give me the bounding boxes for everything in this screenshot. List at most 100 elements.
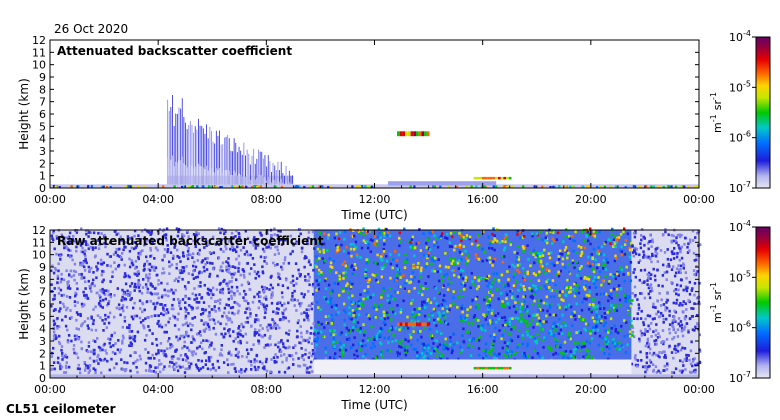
- noise-cell: [453, 230, 456, 234]
- noise-cell: [225, 314, 228, 318]
- noise-cell: [162, 368, 165, 371]
- noise-cell: [639, 246, 643, 250]
- noise-cell: [500, 302, 503, 306]
- noise-cell: [121, 339, 124, 343]
- noise-cell: [421, 307, 424, 310]
- noise-cell: [679, 268, 682, 271]
- noise-cell: [228, 334, 232, 338]
- noise-cell: [683, 325, 687, 328]
- noise-cell: [204, 262, 207, 266]
- noise-cell: [402, 299, 405, 303]
- noise-cell: [419, 284, 423, 288]
- cloud-cell: [426, 131, 430, 137]
- noise-cell: [389, 318, 393, 321]
- surface-cell: [609, 185, 612, 188]
- noise-cell: [345, 245, 348, 249]
- noise-cell: [359, 298, 362, 302]
- noise-cell: [588, 286, 591, 289]
- noise-cell: [58, 325, 61, 328]
- noise-cell: [182, 268, 186, 272]
- noise-cell: [676, 344, 680, 348]
- noise-cell: [379, 353, 383, 356]
- noise-cell: [242, 296, 245, 299]
- noise-cell: [201, 366, 205, 369]
- noise-cell: [615, 347, 618, 351]
- noise-cell: [71, 238, 74, 241]
- noise-cell: [148, 262, 152, 266]
- noise-cell: [398, 231, 401, 235]
- noise-cell: [171, 365, 175, 369]
- surface-cell: [142, 185, 145, 188]
- noise-cell: [256, 270, 260, 274]
- noise-cell: [651, 238, 654, 242]
- noise-cell: [672, 301, 675, 305]
- noise-cell: [284, 316, 287, 320]
- noise-cell: [295, 309, 298, 312]
- colorbar: [755, 226, 771, 379]
- noise-cell: [402, 326, 405, 330]
- noise-cell: [187, 312, 190, 315]
- noise-cell: [677, 293, 680, 297]
- noise-cell: [401, 344, 405, 348]
- noise-cell: [212, 366, 215, 370]
- noise-cell: [136, 330, 140, 334]
- noise-cell: [396, 273, 399, 277]
- noise-cell: [339, 333, 342, 336]
- noise-cell: [194, 293, 198, 297]
- noise-cell: [620, 268, 624, 272]
- noise-cell: [307, 318, 310, 322]
- noise-cell: [526, 305, 529, 308]
- noise-cell: [103, 293, 107, 296]
- noise-cell: [668, 344, 671, 348]
- noise-cell: [175, 365, 178, 369]
- noise-cell: [145, 275, 148, 279]
- noise-cell: [515, 260, 518, 263]
- noise-cell: [164, 304, 167, 307]
- noise-cell: [238, 238, 242, 242]
- noise-cell: [556, 231, 560, 235]
- noise-cell: [300, 250, 304, 254]
- noise-cell: [92, 308, 95, 311]
- colorbar-tick-exponent: -7: [743, 370, 751, 379]
- noise-cell: [629, 279, 633, 283]
- noise-cell: [665, 368, 669, 371]
- noise-cell: [214, 243, 218, 246]
- noise-cell: [383, 321, 386, 324]
- noise-cell: [679, 302, 682, 305]
- noise-cell: [603, 262, 607, 266]
- noise-cell: [381, 231, 384, 235]
- noise-cell: [679, 320, 683, 323]
- noise-cell: [281, 360, 284, 364]
- noise-cell: [448, 343, 452, 346]
- noise-cell: [387, 336, 390, 340]
- noise-cell: [693, 302, 696, 305]
- noise-cell: [557, 352, 560, 356]
- noise-cell: [365, 231, 368, 235]
- noise-cell: [60, 294, 63, 297]
- noise-cell: [223, 311, 226, 315]
- noise-cell: [150, 315, 153, 318]
- noise-cell: [307, 308, 310, 312]
- noise-cell: [124, 292, 128, 296]
- noise-cell: [338, 231, 342, 234]
- noise-cell: [270, 326, 273, 330]
- noise-cell: [385, 254, 388, 258]
- noise-cell: [392, 333, 395, 337]
- noise-cell: [646, 339, 649, 343]
- noise-cell: [295, 240, 298, 244]
- noise-cell: [684, 236, 687, 240]
- noise-cell: [306, 316, 309, 320]
- streak-low: [225, 170, 227, 185]
- noise-cell: [301, 354, 304, 357]
- noise-cell: [451, 349, 454, 352]
- noise-cell: [382, 250, 386, 253]
- noise-cell: [104, 297, 107, 301]
- streak: [275, 170, 277, 185]
- streak: [207, 138, 209, 185]
- noise-cell: [657, 310, 660, 314]
- noise-cell: [186, 231, 189, 234]
- streak: [264, 155, 266, 185]
- noise-cell: [430, 262, 433, 266]
- noise-cell: [471, 345, 474, 348]
- noise-cell: [51, 264, 54, 268]
